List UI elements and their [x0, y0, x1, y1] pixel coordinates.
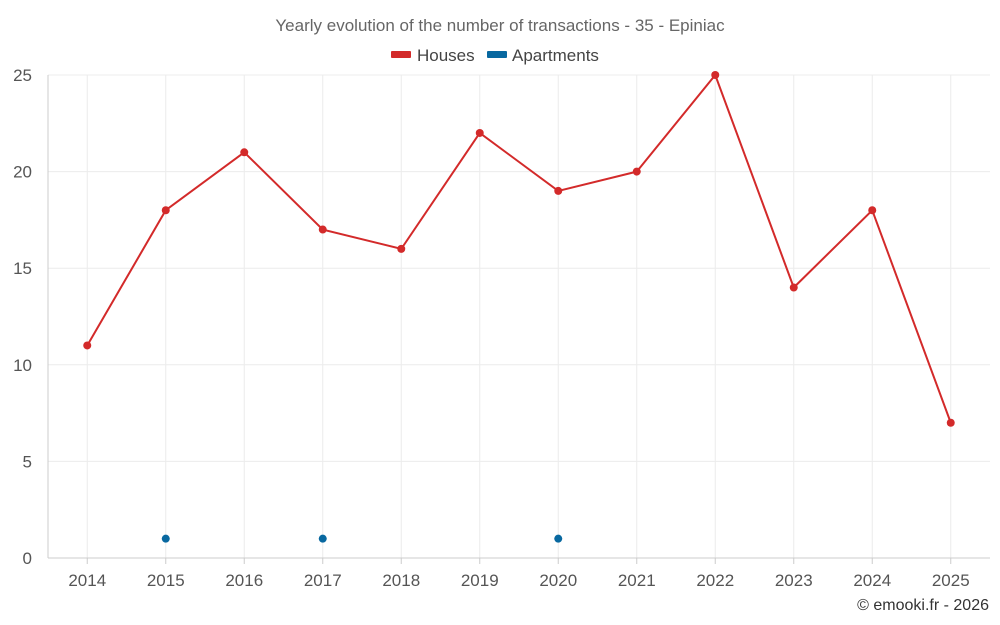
data-point-apartments-2017[interactable] — [318, 534, 327, 543]
y-tick-label: 10 — [13, 356, 32, 375]
x-tick-label: 2019 — [461, 571, 499, 590]
legend-swatch-apartments — [487, 51, 507, 58]
x-tick-label: 2021 — [618, 571, 656, 590]
x-tick-label: 2016 — [225, 571, 263, 590]
y-tick-label: 25 — [13, 66, 32, 85]
data-point-houses-2020[interactable] — [554, 186, 563, 195]
x-tick-label: 2020 — [539, 571, 577, 590]
series-line-houses — [86, 73, 952, 424]
legend-swatch-houses — [391, 51, 411, 58]
x-tick-label: 2024 — [853, 571, 891, 590]
x-tick-label: 2017 — [304, 571, 342, 590]
data-point-houses-2025[interactable] — [946, 418, 955, 427]
grid — [48, 74, 990, 558]
y-tick-label: 15 — [13, 259, 32, 278]
data-point-houses-2022[interactable] — [711, 71, 720, 79]
data-point-houses-2021[interactable] — [632, 167, 641, 176]
data-point-houses-2016[interactable] — [240, 148, 249, 157]
y-tick-label: 5 — [23, 452, 32, 471]
data-point-apartments-2015[interactable] — [161, 534, 170, 543]
y-tick-label: 0 — [23, 549, 32, 568]
data-point-houses-2015[interactable] — [161, 206, 170, 215]
legend-label-houses: Houses — [417, 46, 475, 65]
chart-title: Yearly evolution of the number of transa… — [275, 16, 725, 35]
y-tick-label: 20 — [13, 163, 32, 182]
data-point-houses-2017[interactable] — [318, 225, 327, 234]
data-point-houses-2023[interactable] — [789, 283, 798, 292]
legend-item-apartments[interactable]: Apartments — [487, 46, 599, 65]
data-point-houses-2018[interactable] — [397, 244, 406, 253]
legend-label-apartments: Apartments — [512, 46, 599, 65]
x-tick-label: 2015 — [147, 571, 185, 590]
legend: Houses Apartments — [391, 46, 599, 65]
x-tick-label: 2025 — [932, 571, 970, 590]
data-point-apartments-2020[interactable] — [554, 534, 563, 543]
x-tick-label: 2018 — [382, 571, 420, 590]
x-tick-label: 2023 — [775, 571, 813, 590]
credit-text: © emooki.fr - 2026 — [857, 597, 989, 614]
data-point-houses-2019[interactable] — [475, 128, 484, 137]
legend-item-houses[interactable]: Houses — [391, 46, 475, 65]
x-tick-label: 2014 — [68, 571, 106, 590]
x-tick-label: 2022 — [696, 571, 734, 590]
data-point-houses-2014[interactable] — [83, 341, 92, 350]
data-point-houses-2024[interactable] — [868, 206, 877, 215]
series — [83, 71, 955, 543]
